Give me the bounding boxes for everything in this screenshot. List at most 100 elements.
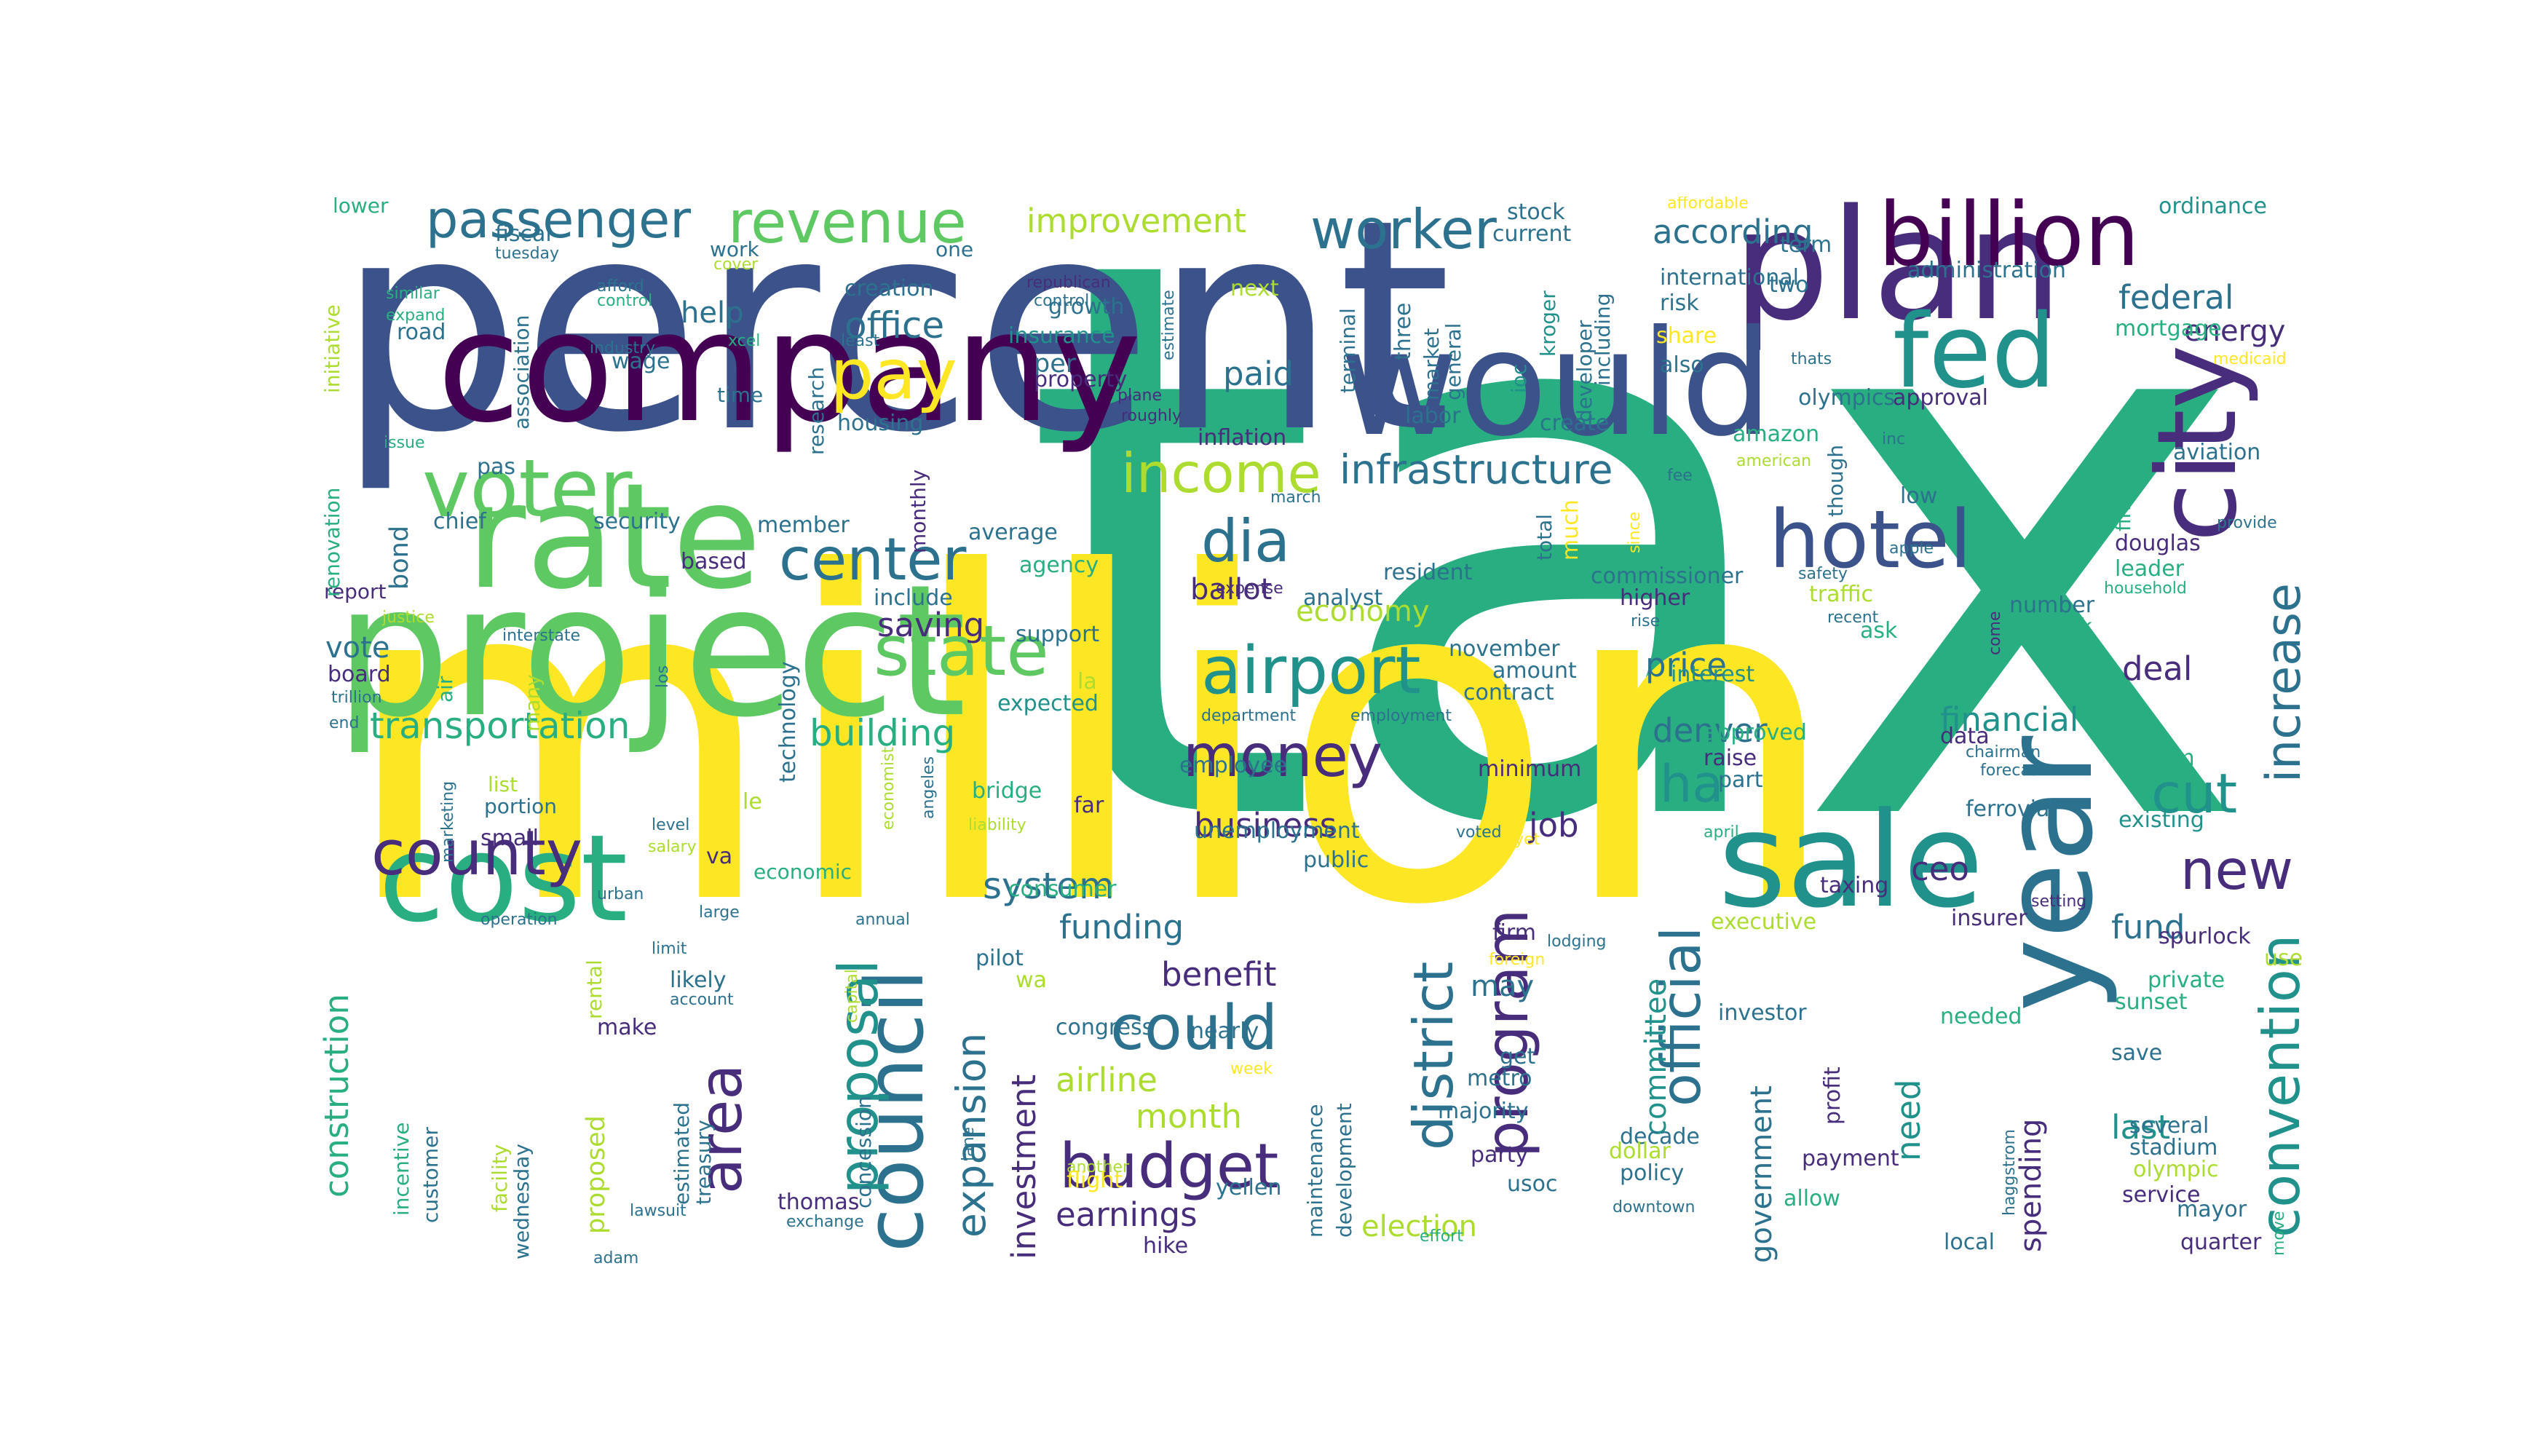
word-insurer: insurer xyxy=(1951,906,2027,932)
word-chairman: chairman xyxy=(1966,743,2041,762)
word-funding: funding xyxy=(1059,907,1184,946)
word-three: three xyxy=(1390,302,1416,360)
word-congress: congress xyxy=(1056,1015,1154,1041)
word-quarter: quarter xyxy=(2180,1230,2262,1256)
word-nearly: nearly xyxy=(1190,1018,1259,1045)
word-pay: pay xyxy=(830,334,957,415)
word-interstate: interstate xyxy=(502,627,580,646)
word-general: general xyxy=(1441,323,1466,400)
word-may: may xyxy=(1471,969,1535,1003)
word-angeles: angeles xyxy=(919,756,938,819)
word-list: list xyxy=(488,772,518,796)
word-investor: investor xyxy=(1718,1000,1807,1026)
word-low: low xyxy=(1900,483,1938,510)
word-local: local xyxy=(1944,1230,1995,1256)
word-rate: rate xyxy=(466,452,762,622)
word-deal: deal xyxy=(2122,649,2193,688)
word-transportation: transportation xyxy=(370,705,630,747)
word-cut: cut xyxy=(2151,761,2238,826)
word-allow: allow xyxy=(1784,1186,1840,1212)
word-money: money xyxy=(1183,722,1383,791)
word-majority: majority xyxy=(1438,1099,1529,1125)
word-much: much xyxy=(1557,499,1583,561)
word-incentive: incentive xyxy=(389,1122,414,1216)
word-last: last xyxy=(2111,1107,2171,1147)
word-american: american xyxy=(1736,452,1812,471)
word-tax: tax xyxy=(1019,197,2252,993)
word-ferrovial: ferrovial xyxy=(1966,796,2056,823)
word-annual: annual xyxy=(855,911,910,930)
word-limit: limit xyxy=(652,940,687,959)
word-hotel: hotel xyxy=(1769,493,1972,587)
word-airport: airport xyxy=(1201,632,1421,709)
word-company: company xyxy=(437,278,1142,457)
word-project: project xyxy=(335,545,967,757)
word-lawsuit: lawsuit xyxy=(630,1202,687,1221)
word-center: center xyxy=(779,526,967,594)
word-terminal: terminal xyxy=(1336,308,1361,393)
word-operation: operation xyxy=(480,911,558,930)
word-passenger: passenger xyxy=(426,197,691,250)
word-vote: vote xyxy=(325,630,390,665)
word-traffic: traffic xyxy=(1809,582,1873,608)
word-another: another xyxy=(1067,1158,1130,1177)
word-system: system xyxy=(983,865,1115,907)
word-expense: expense xyxy=(1216,579,1283,598)
word-earnings: earnings xyxy=(1056,1195,1198,1234)
word-save: save xyxy=(2111,1040,2163,1067)
word-end: end xyxy=(329,714,360,733)
word-fed: fed xyxy=(1893,292,2057,411)
word-hike: hike xyxy=(1143,1233,1189,1259)
word-provide: provide xyxy=(2217,514,2277,533)
word-urban: urban xyxy=(597,885,644,904)
word-business: business xyxy=(1194,805,1337,844)
word-revenue: revenue xyxy=(728,197,967,256)
word-inc: inc xyxy=(1882,430,1906,449)
word-pilot: pilot xyxy=(976,946,1024,972)
word-existing: existing xyxy=(2118,807,2204,834)
word-fund: fund xyxy=(2111,907,2185,946)
word-market: market xyxy=(1420,328,1444,400)
word-denver: denver xyxy=(1653,711,1768,750)
word-dia: dia xyxy=(1201,507,1291,576)
word-march: march xyxy=(1270,488,1321,507)
word-bridge: bridge xyxy=(972,778,1042,804)
word-haggstrom: haggstrom xyxy=(2000,1129,2019,1216)
word-amazon: amazon xyxy=(1733,422,1820,448)
word-liability: liability xyxy=(968,816,1026,835)
word-government: government xyxy=(1745,1085,1779,1263)
word-effort: effort xyxy=(1420,1227,1463,1246)
word-spurlock: spurlock xyxy=(2159,924,2251,950)
word-month: month xyxy=(1136,1096,1243,1136)
word-job: job xyxy=(1529,805,1579,844)
word-april: april xyxy=(1704,823,1739,842)
word-housing: housing xyxy=(837,411,924,437)
word-le: le xyxy=(743,789,762,815)
word-service: service xyxy=(2122,1182,2201,1208)
word-income: income xyxy=(1121,441,1321,505)
word-two: two xyxy=(1769,272,1809,298)
word-expected: expected xyxy=(997,691,1099,717)
word-county: county xyxy=(371,818,583,890)
word-air: air xyxy=(433,676,458,703)
word-bank: bank xyxy=(2038,614,2092,641)
word-though: though xyxy=(1824,444,1848,517)
word-insurance: insurance xyxy=(1008,323,1115,349)
word-ceo: ceo xyxy=(1911,849,1969,888)
word-support: support xyxy=(1016,622,1100,648)
word-fiscal: fiscal xyxy=(495,221,552,248)
word-similar: similar xyxy=(386,285,440,304)
word-budget: budget xyxy=(1059,1131,1279,1203)
word-use: use xyxy=(2264,946,2303,972)
word-ballot: ballot xyxy=(1190,572,1273,606)
word-plane: plane xyxy=(1117,387,1163,405)
word-approved: approved xyxy=(1704,720,1807,746)
word-board: board xyxy=(328,662,391,688)
word-setting: setting xyxy=(2031,893,2087,911)
word-sale: sale xyxy=(1718,785,1984,938)
word-association: association xyxy=(510,314,534,430)
word-forecast: forecast xyxy=(1980,761,2045,780)
word-consumer: consumer xyxy=(1008,877,1117,903)
word-per: per xyxy=(1034,349,1077,379)
word-portion: portion xyxy=(484,794,558,818)
